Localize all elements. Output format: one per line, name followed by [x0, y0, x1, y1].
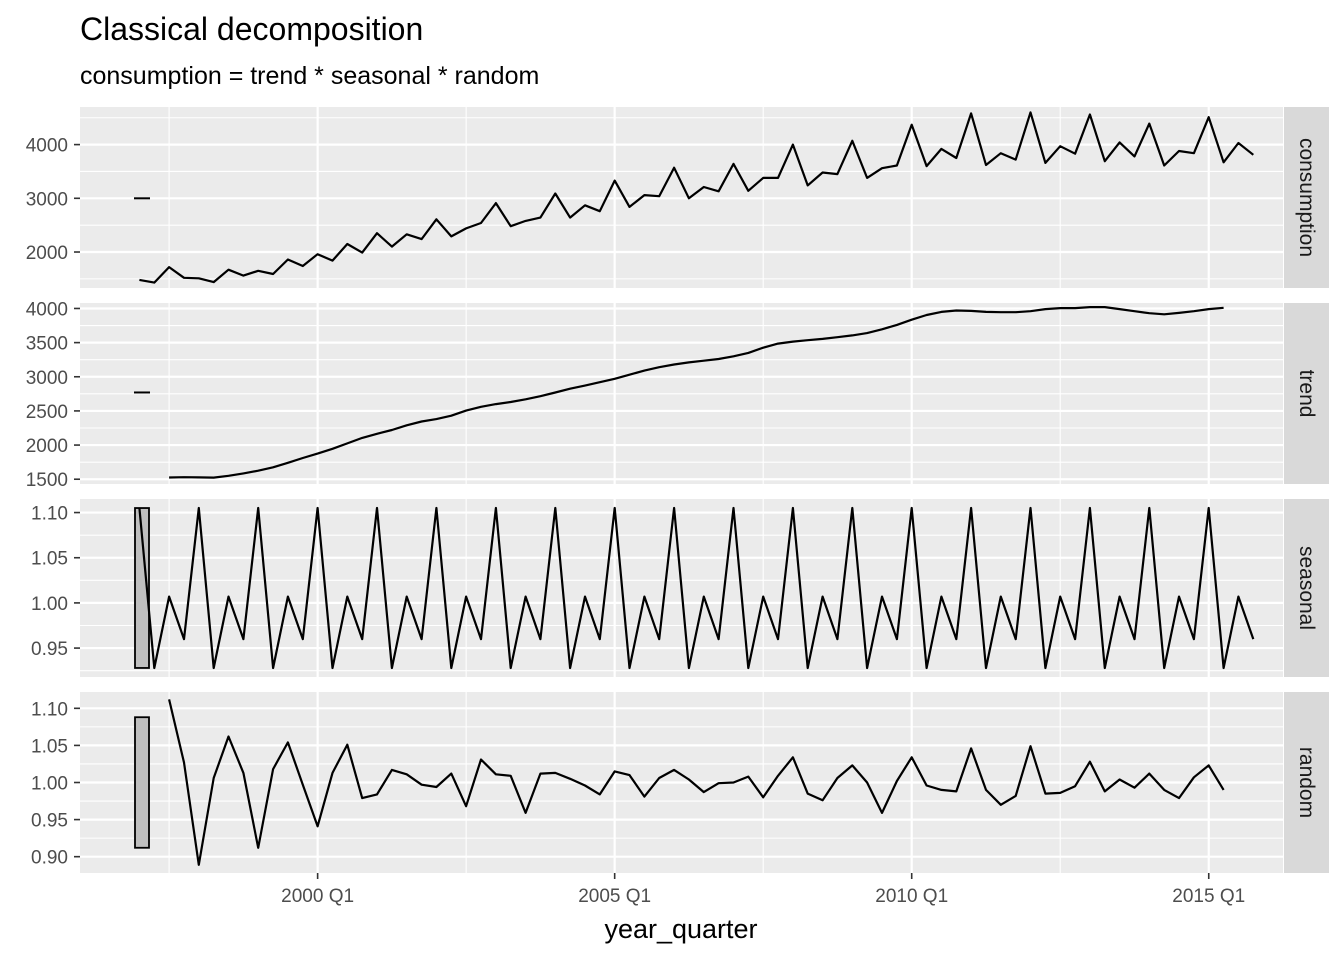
x-tick-label: 2015 Q1 — [1172, 886, 1245, 907]
scale-bar — [134, 507, 150, 669]
strip-label: random — [1295, 747, 1318, 818]
y-tick-label: 1.10 — [31, 699, 68, 720]
strip-background — [1284, 692, 1329, 873]
y-tick-label: 4000 — [26, 136, 68, 157]
facet-strip-consumption: consumption — [1284, 107, 1329, 288]
x-tick-label: 2000 Q1 — [281, 886, 354, 907]
facet-strip-random: random — [1284, 692, 1329, 873]
panel-seasonal: 0.95 1.00 1.05 1.10 seasonal — [31, 499, 1329, 677]
panel-random: 0.90 0.95 1.00 1.05 1.10 random — [31, 692, 1329, 873]
panel-trend: 1500 2000 2500 3000 3500 4000 trend — [26, 299, 1329, 491]
y-tick-label: 0.95 — [31, 811, 68, 832]
facet-panels: 2000 3000 4000 consumption 1500 2000 2500 3000 3… — [26, 107, 1329, 873]
strip-background — [1284, 499, 1329, 677]
series-line-trend — [169, 306, 1224, 479]
strip-label: seasonal — [1295, 546, 1318, 630]
chart-title: Classical decomposition — [80, 11, 423, 47]
series-line-consumption — [139, 111, 1254, 284]
strip-label: consumption — [1295, 138, 1318, 257]
series-line-random — [168, 699, 1225, 866]
y-tick-label: 1.05 — [31, 736, 68, 757]
x-axis: 2000 Q1 2005 Q1 2010 Q1 2015 Q1 — [281, 873, 1245, 907]
x-tick-label: 2005 Q1 — [578, 886, 651, 907]
facet-strip-seasonal: seasonal — [1284, 499, 1329, 677]
x-tick-label: 2010 Q1 — [875, 886, 948, 907]
y-tick-label: 0.90 — [31, 848, 68, 869]
chart-subtitle: consumption = trend * seasonal * random — [80, 62, 539, 90]
y-tick-label: 2500 — [26, 402, 68, 423]
y-tick-label: 3000 — [26, 189, 68, 210]
y-tick-label: 4000 — [26, 299, 68, 320]
y-tick-label: 0.95 — [31, 639, 68, 660]
y-tick-label: 1500 — [26, 470, 68, 491]
y-tick-label: 2000 — [26, 243, 68, 264]
panel-consumption: 2000 3000 4000 consumption — [26, 107, 1329, 288]
strip-background — [1284, 303, 1329, 484]
y-tick-label: 2000 — [26, 436, 68, 457]
y-tick-label: 1.00 — [31, 774, 68, 795]
series-line-seasonal — [138, 506, 1255, 670]
strip-background — [1284, 107, 1329, 288]
facet-strip-trend: trend — [1284, 303, 1329, 484]
y-tick-label: 1.00 — [31, 594, 68, 615]
x-axis-title: year_quarter — [604, 914, 757, 944]
y-tick-label: 1.05 — [31, 549, 68, 570]
y-tick-label: 3500 — [26, 334, 68, 355]
strip-label: trend — [1295, 370, 1318, 418]
y-tick-label: 3000 — [26, 368, 68, 389]
y-tick-label: 1.10 — [31, 504, 68, 525]
scale-bar — [134, 716, 150, 849]
